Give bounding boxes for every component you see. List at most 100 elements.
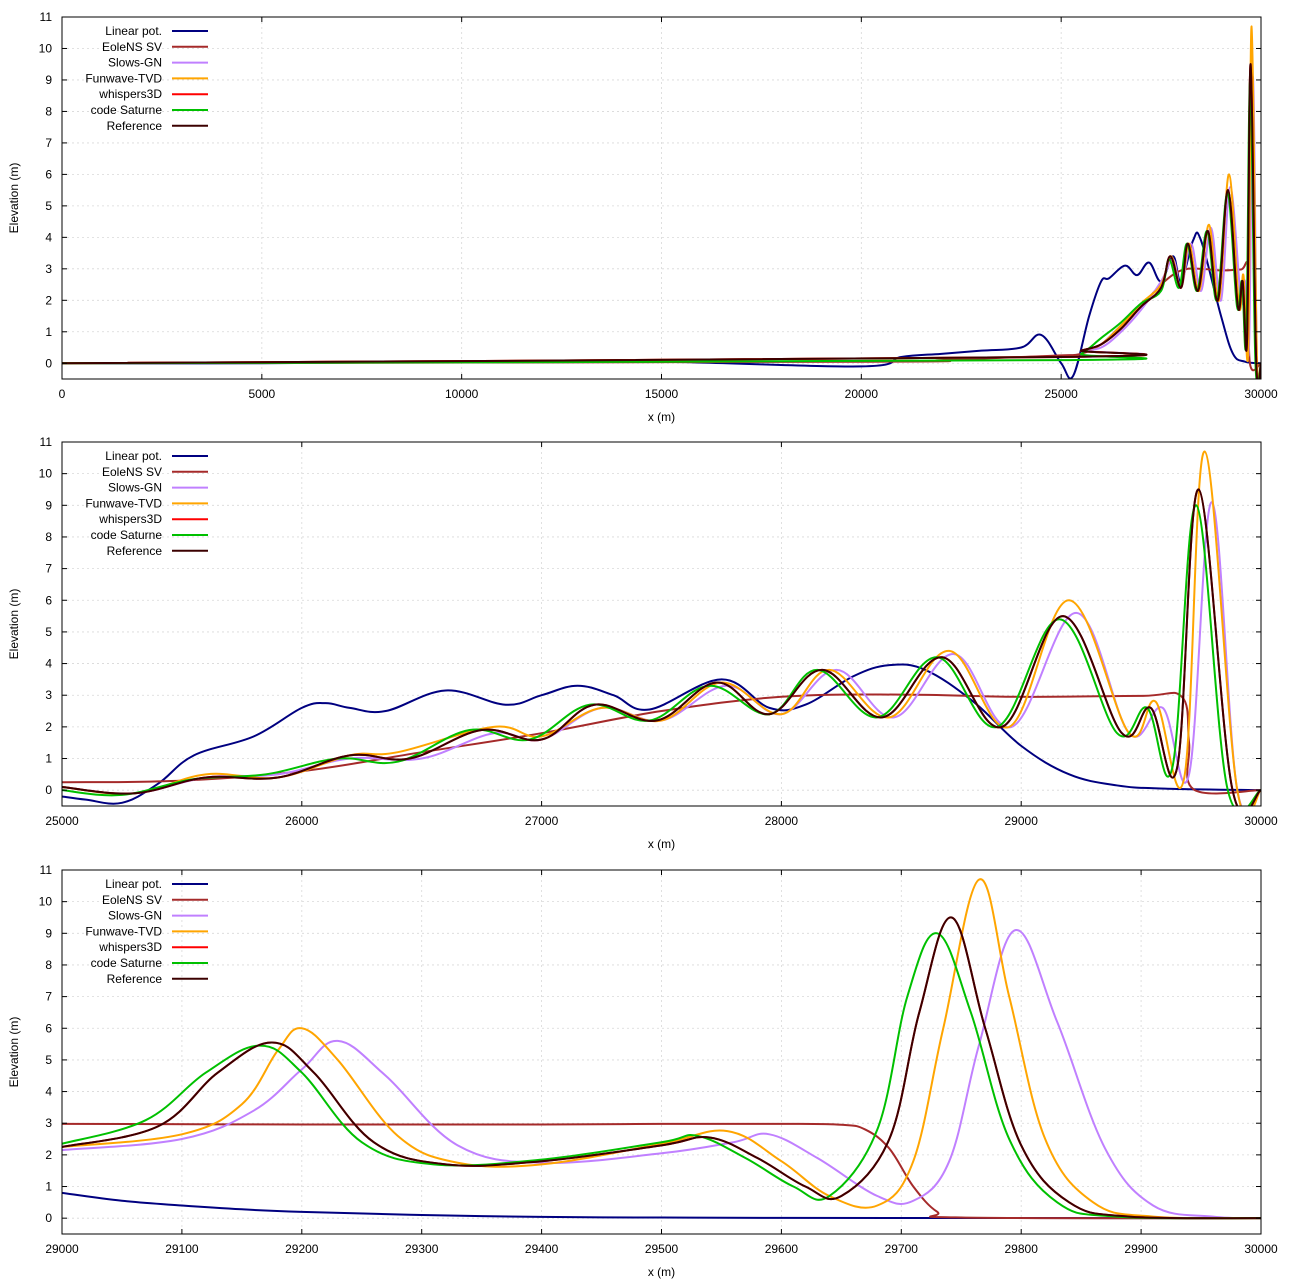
x-tick-label: 10000 [445, 387, 479, 401]
y-tick-label: 9 [45, 926, 52, 940]
legend-label: Reference [107, 119, 163, 133]
series-line-reference [62, 488, 1261, 806]
legend-label: Funwave-TVD [85, 71, 162, 85]
series-group [62, 25, 1261, 379]
y-tick-label: 1 [45, 1180, 52, 1194]
legend-label: whispers3D [98, 512, 162, 526]
series-line-funwave-tvd [62, 878, 1261, 1220]
y-axis-label: Elevation (m) [7, 589, 21, 660]
y-tick-label: 7 [45, 562, 52, 576]
legend-label: whispers3D [98, 87, 162, 101]
x-tick-label: 29100 [165, 1242, 199, 1256]
x-tick-label: 29000 [1005, 814, 1039, 828]
y-tick-label: 2 [45, 293, 52, 307]
legend-label: Slows-GN [108, 56, 162, 70]
series-line-whispers3d [62, 916, 1261, 1220]
series-line-slows-gn [62, 929, 1261, 1220]
y-tick-label: 1 [45, 325, 52, 339]
legend-label: Funwave-TVD [85, 496, 162, 510]
y-tick-label: 7 [45, 136, 52, 150]
legend-label: Funwave-TVD [85, 924, 162, 938]
x-tick-label: 29400 [525, 1242, 559, 1256]
y-tick-label: 11 [40, 435, 53, 449]
y-tick-label: 9 [45, 73, 52, 87]
x-tick-label: 29300 [405, 1242, 439, 1256]
plot-frame [61, 441, 1262, 807]
y-tick-label: 4 [45, 230, 52, 244]
legend-label: whispers3D [98, 940, 162, 954]
x-tick-label: 29000 [45, 1242, 79, 1256]
x-tick-label: 5000 [248, 387, 275, 401]
y-tick-label: 11 [40, 863, 53, 877]
y-axis-label: Elevation (m) [7, 1017, 21, 1088]
series-line-whispers3d [62, 488, 1261, 806]
x-tick-label: 28000 [765, 814, 799, 828]
x-tick-label: 30000 [1244, 1242, 1278, 1256]
legend-label: EoleNS SV [102, 893, 162, 907]
y-tick-label: 0 [45, 356, 52, 370]
x-tick-label: 29800 [1005, 1242, 1039, 1256]
y-tick-label: 2 [45, 720, 52, 734]
x-tick-label: 27000 [525, 814, 559, 828]
y-tick-label: 8 [45, 958, 52, 972]
x-tick-label: 20000 [845, 387, 879, 401]
y-tick-label: 6 [45, 1021, 52, 1035]
series-group [62, 878, 1261, 1220]
legend-label: Reference [107, 544, 163, 558]
legend-label: code Saturne [91, 956, 163, 970]
series-line-slows-gn [62, 501, 1261, 806]
y-tick-label: 6 [45, 167, 52, 181]
x-tick-label: 25000 [1044, 387, 1078, 401]
x-tick-label: 0 [59, 387, 66, 401]
y-tick-label: 1 [45, 752, 52, 766]
y-tick-label: 3 [45, 1116, 52, 1130]
y-tick-label: 0 [45, 1211, 52, 1225]
y-tick-label: 3 [45, 262, 52, 276]
y-tick-label: 5 [45, 1053, 52, 1067]
y-tick-label: 7 [45, 990, 52, 1004]
x-tick-label: 26000 [285, 814, 319, 828]
legend-label: EoleNS SV [102, 465, 162, 479]
series-line-reference [62, 63, 1261, 379]
y-tick-label: 9 [45, 498, 52, 512]
chart-panel-1: 0 5000 10000 15000 20000 25000 30000 0 1 2 3 4 5 6 7 8 9… [7, 10, 1278, 424]
x-axis-label: x (m) [648, 837, 675, 851]
series-group [62, 450, 1261, 806]
y-tick-label: 4 [45, 1085, 52, 1099]
y-tick-label: 5 [45, 625, 52, 639]
x-axis-label: x (m) [648, 410, 675, 424]
x-tick-label: 25000 [45, 814, 79, 828]
y-tick-label: 5 [45, 199, 52, 213]
series-line-linear-pot- [62, 1191, 1261, 1220]
y-tick-label: 3 [45, 688, 52, 702]
x-tick-label: 29200 [285, 1242, 319, 1256]
x-tick-label: 30000 [1244, 814, 1278, 828]
y-tick-label: 11 [40, 10, 53, 24]
chart-panel-3: 29000 29100 29200 29300 29400 29500 29600 29700… [7, 863, 1278, 1279]
chart-panel-2: 25000 26000 27000 28000 29000 30000 0 1 2 3 4 5 6 7 8 9… [7, 435, 1278, 851]
legend-label: Reference [107, 972, 163, 986]
y-tick-label: 10 [39, 895, 53, 909]
legend-label: code Saturne [91, 103, 163, 117]
legend-label: code Saturne [91, 528, 163, 542]
x-tick-label: 29900 [1124, 1242, 1158, 1256]
x-tick-label: 30000 [1244, 387, 1278, 401]
series-line-linear-pot- [62, 663, 1261, 805]
y-tick-label: 6 [45, 593, 52, 607]
legend-label: Linear pot. [105, 24, 162, 38]
y-tick-label: 10 [39, 467, 53, 481]
series-line-funwave-tvd [62, 450, 1261, 806]
series-line-code-saturne [62, 932, 1261, 1220]
legend-label: EoleNS SV [102, 40, 162, 54]
y-tick-label: 2 [45, 1148, 52, 1162]
legend-label: Linear pot. [105, 877, 162, 891]
legend-label: Slows-GN [108, 481, 162, 495]
y-tick-label: 10 [39, 41, 53, 55]
x-tick-label: 29700 [885, 1242, 919, 1256]
legend-label: Linear pot. [105, 449, 162, 463]
x-tick-label: 29500 [645, 1242, 679, 1256]
